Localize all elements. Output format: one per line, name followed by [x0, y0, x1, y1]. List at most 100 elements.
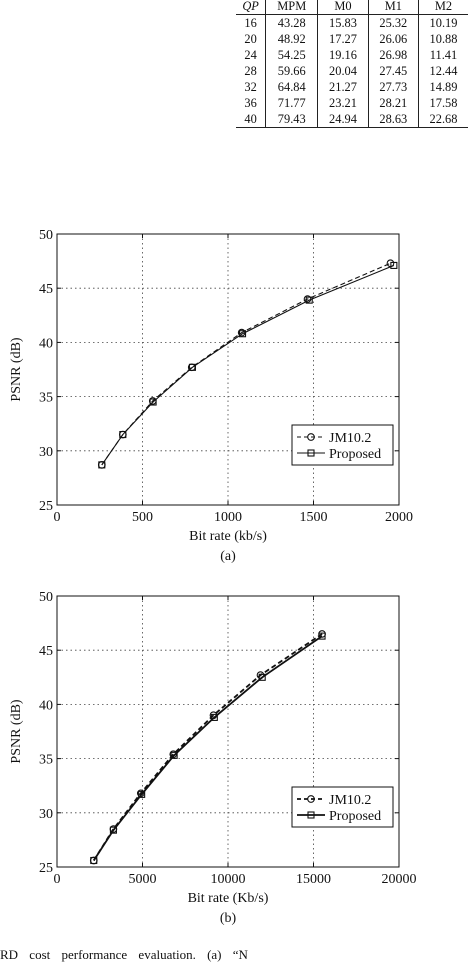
value-cell: 23.21 — [317, 95, 369, 111]
series-line — [93, 633, 323, 861]
y-axis-label: PSNR (dB) — [9, 699, 24, 764]
x-axis-label: Bit rate (kb/s) — [189, 529, 267, 544]
value-cell: 54.25 — [265, 47, 318, 63]
x-tick-label: 0 — [54, 510, 61, 525]
x-tick-label: 15000 — [296, 872, 331, 887]
y-tick-label: 45 — [39, 282, 53, 297]
data-point — [238, 330, 247, 338]
x-tick-label: 500 — [132, 510, 153, 525]
table-row: 32 64.84 21.27 27.73 14.89 — [236, 79, 468, 95]
table-header-row: QP MPM M0 M1 M2 — [236, 0, 468, 15]
value-cell: 10.19 — [417, 14, 468, 31]
column-header: MPM — [265, 0, 318, 15]
data-point — [258, 673, 266, 681]
value-cell: 25.32 — [367, 14, 419, 31]
legend-box — [291, 424, 394, 466]
value-cell: 48.92 — [265, 31, 318, 47]
legend-marker — [307, 811, 315, 819]
data-point — [119, 430, 127, 439]
data-point — [318, 632, 326, 640]
qp-cell: 20 — [244, 31, 257, 46]
legend-box — [291, 786, 394, 828]
value-cell: 17.27 — [317, 31, 369, 47]
chart-b: 0 5000 10000 15000 20000 25 30 35 40 45 50 Bit rate… — [9, 590, 417, 926]
series-jm10-2 — [89, 630, 326, 865]
value-cell: 26.98 — [367, 47, 419, 63]
series-line — [101, 264, 395, 466]
value-cell: 11.41 — [417, 47, 468, 63]
data-point — [138, 790, 146, 798]
value-cell: 59.66 — [265, 63, 318, 79]
value-cell: 28.63 — [367, 111, 419, 128]
table-row: 20 48.92 17.27 26.06 10.88 — [236, 31, 468, 47]
value-cell: 24.94 — [317, 111, 369, 128]
value-cell: 12.44 — [417, 63, 468, 79]
qp-cell: 36 — [244, 95, 257, 110]
value-cell: 26.06 — [367, 31, 419, 47]
table-body: 16 43.28 15.83 25.32 10.19 20 48.92 17.27 26.06 1… — [236, 14, 468, 128]
chart-a: 0 500 1000 1500 2000 25 30 35 40 45 50 Bit rate (kb… — [9, 228, 413, 564]
data-point — [305, 296, 313, 304]
subfigure-label: (b) — [220, 911, 237, 926]
data-point — [170, 751, 178, 759]
qp-cell: 16 — [244, 15, 257, 30]
value-cell: 21.27 — [317, 79, 369, 95]
series-proposed — [98, 261, 398, 469]
series-proposed — [90, 632, 326, 865]
table-row: 16 43.28 15.83 25.32 10.19 — [236, 14, 468, 31]
y-tick-label: 40 — [39, 336, 53, 351]
table-row: 24 54.25 19.16 26.98 11.41 — [236, 47, 468, 63]
legend-marker — [307, 433, 315, 441]
value-cell: 43.28 — [265, 14, 318, 31]
data-point — [188, 363, 196, 371]
y-tick-label: 25 — [39, 861, 53, 876]
table-row: 28 59.66 20.04 27.45 12.44 — [236, 63, 468, 79]
data-point — [109, 826, 117, 834]
value-cell: 20.04 — [317, 63, 369, 79]
x-tick-label: 20000 — [382, 872, 417, 887]
qp-cell: 40 — [236, 111, 266, 128]
legend-marker — [307, 449, 315, 457]
table-row: 36 71.77 23.21 28.21 17.58 — [236, 95, 468, 111]
value-cell: 15.83 — [317, 14, 369, 31]
legend-label: Proposed — [329, 447, 381, 462]
data-point — [210, 713, 218, 721]
column-header: M2 — [417, 0, 468, 15]
value-cell: 10.88 — [417, 31, 468, 47]
value-cell: 64.84 — [265, 79, 318, 95]
y-tick-label: 50 — [39, 590, 53, 605]
x-tick-label: 1000 — [214, 510, 242, 525]
value-cell: 28.21 — [367, 95, 419, 111]
value-cell: 17.58 — [417, 95, 468, 111]
y-tick-label: 50 — [39, 228, 53, 243]
x-tick-label: 10000 — [211, 872, 246, 887]
legend-label: JM10.2 — [329, 431, 371, 446]
data-point — [98, 461, 106, 469]
y-tick-label: 30 — [39, 807, 53, 822]
value-cell: 22.68 — [417, 111, 468, 128]
series-line — [93, 635, 323, 861]
x-tick-label: 0 — [54, 872, 61, 887]
y-tick-label: 30 — [39, 445, 53, 460]
qp-cell: 24 — [244, 47, 257, 62]
legend-label: JM10.2 — [329, 793, 371, 808]
figure-caption: RD cost performance evaluation. (a) “N — [0, 947, 248, 962]
value-cell: 14.89 — [417, 79, 468, 95]
x-tick-label: 5000 — [129, 872, 157, 887]
legend-marker — [307, 795, 315, 803]
y-tick-label: 25 — [39, 499, 53, 514]
x-tick-label: 1500 — [300, 510, 328, 525]
qp-cell: 28 — [244, 63, 257, 78]
data-point — [390, 261, 398, 269]
value-cell: 27.73 — [367, 79, 419, 95]
qp-table: QP MPM M0 M1 M2 16 43.28 15.83 25.32 10.19 20… — [236, 0, 468, 128]
subfigure-label: (a) — [220, 549, 236, 564]
table-row: 40 79.43 24.94 28.63 22.68 — [236, 111, 468, 128]
column-header: QP — [236, 0, 266, 15]
x-axis-label: Bit rate (Kb/s) — [188, 891, 269, 906]
y-axis-label: PSNR (dB) — [9, 337, 24, 402]
column-header: M1 — [367, 0, 419, 15]
value-cell: 79.43 — [265, 111, 318, 128]
